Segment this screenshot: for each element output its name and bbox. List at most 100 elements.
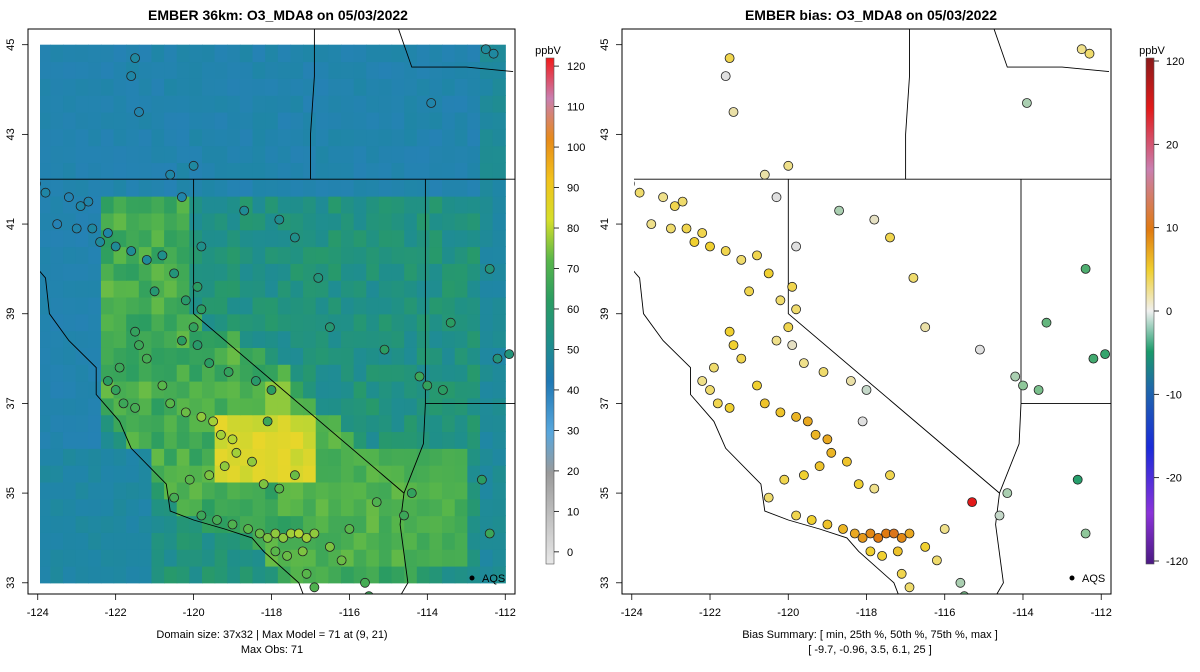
obs-site-marker <box>130 53 141 63</box>
bias-site-marker <box>908 272 919 283</box>
grid-cell <box>113 296 127 315</box>
grid-cell <box>189 111 203 130</box>
boundary-line <box>307 596 521 659</box>
grid-cell <box>239 162 254 180</box>
grid-cell <box>315 397 329 416</box>
grid-cell <box>277 414 292 433</box>
obs-site-marker <box>169 492 180 503</box>
grid-cell <box>176 431 190 449</box>
grid-cell <box>40 263 51 281</box>
grid-cell <box>416 111 431 130</box>
grid-cell <box>176 95 190 113</box>
grid-cell <box>40 364 51 382</box>
grid-cell <box>328 145 342 164</box>
grid-cell <box>189 381 203 399</box>
grid-cell <box>315 549 329 567</box>
grid-cell <box>454 128 468 147</box>
obs-site-marker <box>126 246 137 256</box>
grid-cell <box>138 145 153 164</box>
grid-cell <box>277 364 292 382</box>
grid-cell <box>265 128 279 147</box>
grid-cell <box>391 111 405 130</box>
grid-cell <box>40 431 51 449</box>
grid-cell <box>353 347 367 365</box>
grid-cell <box>391 313 405 332</box>
grid-cell <box>126 280 140 298</box>
grid-cell <box>315 465 329 483</box>
grid-cell <box>227 162 241 180</box>
x-tick-label: -122 <box>105 607 127 619</box>
grid-cell <box>138 313 153 332</box>
obs-site-marker <box>223 367 234 377</box>
bias-site-marker <box>842 456 852 467</box>
colorbar-tick-label: 0 <box>567 547 573 559</box>
grid-cell <box>227 196 241 214</box>
grid-cell <box>353 78 367 96</box>
obs-site-marker <box>293 528 304 539</box>
grid-cell <box>100 61 115 79</box>
grid-cell <box>391 179 405 197</box>
grid-cell <box>100 498 115 517</box>
grid-cell <box>341 364 355 382</box>
grid-cell <box>88 515 102 533</box>
obs-site-marker <box>219 461 230 472</box>
grid-cell <box>40 111 51 130</box>
grid-cell <box>404 61 418 79</box>
grid-cell <box>328 128 342 147</box>
bias-site-marker <box>857 533 868 543</box>
grid-cell <box>467 78 481 96</box>
obs-site-marker <box>336 555 347 566</box>
grid-cell <box>50 364 64 382</box>
y-tick-label: 43 <box>5 128 17 140</box>
grid-cell <box>265 246 279 264</box>
grid-cell <box>366 162 380 180</box>
left-site-markers <box>40 44 515 594</box>
grid-cell <box>113 498 127 517</box>
grid-cell <box>416 263 431 281</box>
grid-cell <box>416 465 431 483</box>
grid-cell <box>454 414 468 433</box>
grid-cell <box>75 381 89 399</box>
grid-cell <box>366 78 380 96</box>
grid-cell <box>88 246 102 264</box>
grid-cell <box>391 145 405 164</box>
grid-cell <box>366 145 380 164</box>
bias-site-marker <box>771 192 782 203</box>
grid-cell <box>75 448 89 466</box>
grid-cell <box>442 515 456 533</box>
grid-cell <box>252 78 266 96</box>
grid-cell <box>227 246 241 264</box>
grid-cell <box>341 381 355 399</box>
grid-cell <box>416 313 431 332</box>
grid-cell <box>277 431 292 449</box>
grid-cell <box>113 128 127 147</box>
obs-site-marker <box>301 533 312 543</box>
grid-cell <box>265 280 279 298</box>
grid-cell <box>40 196 51 214</box>
grid-cell <box>328 229 342 248</box>
x-tick-label: -112 <box>1091 607 1112 619</box>
grid-cell <box>454 246 468 264</box>
grid-cell <box>429 414 443 433</box>
grid-cell <box>239 397 254 416</box>
grid-cell <box>479 347 494 365</box>
grid-cell <box>189 128 203 147</box>
grid-cell <box>138 44 153 63</box>
grid-cell <box>88 296 102 315</box>
grid-cell <box>341 397 355 416</box>
grid-cell <box>442 431 456 449</box>
grid-cell <box>50 549 64 567</box>
grid-cell <box>454 481 468 500</box>
grid-cell <box>290 78 304 96</box>
grid-cell <box>416 145 431 164</box>
grid-cell <box>366 381 380 399</box>
grid-cell <box>138 448 153 466</box>
grid-cell <box>429 330 443 348</box>
left-aqs-key: AQS <box>469 573 505 585</box>
obs-site-marker <box>270 528 281 539</box>
grid-cell <box>366 313 380 332</box>
grid-cell <box>50 196 64 214</box>
grid-cell <box>63 431 77 449</box>
bias-site-marker <box>681 223 692 234</box>
grid-cell <box>113 565 127 584</box>
